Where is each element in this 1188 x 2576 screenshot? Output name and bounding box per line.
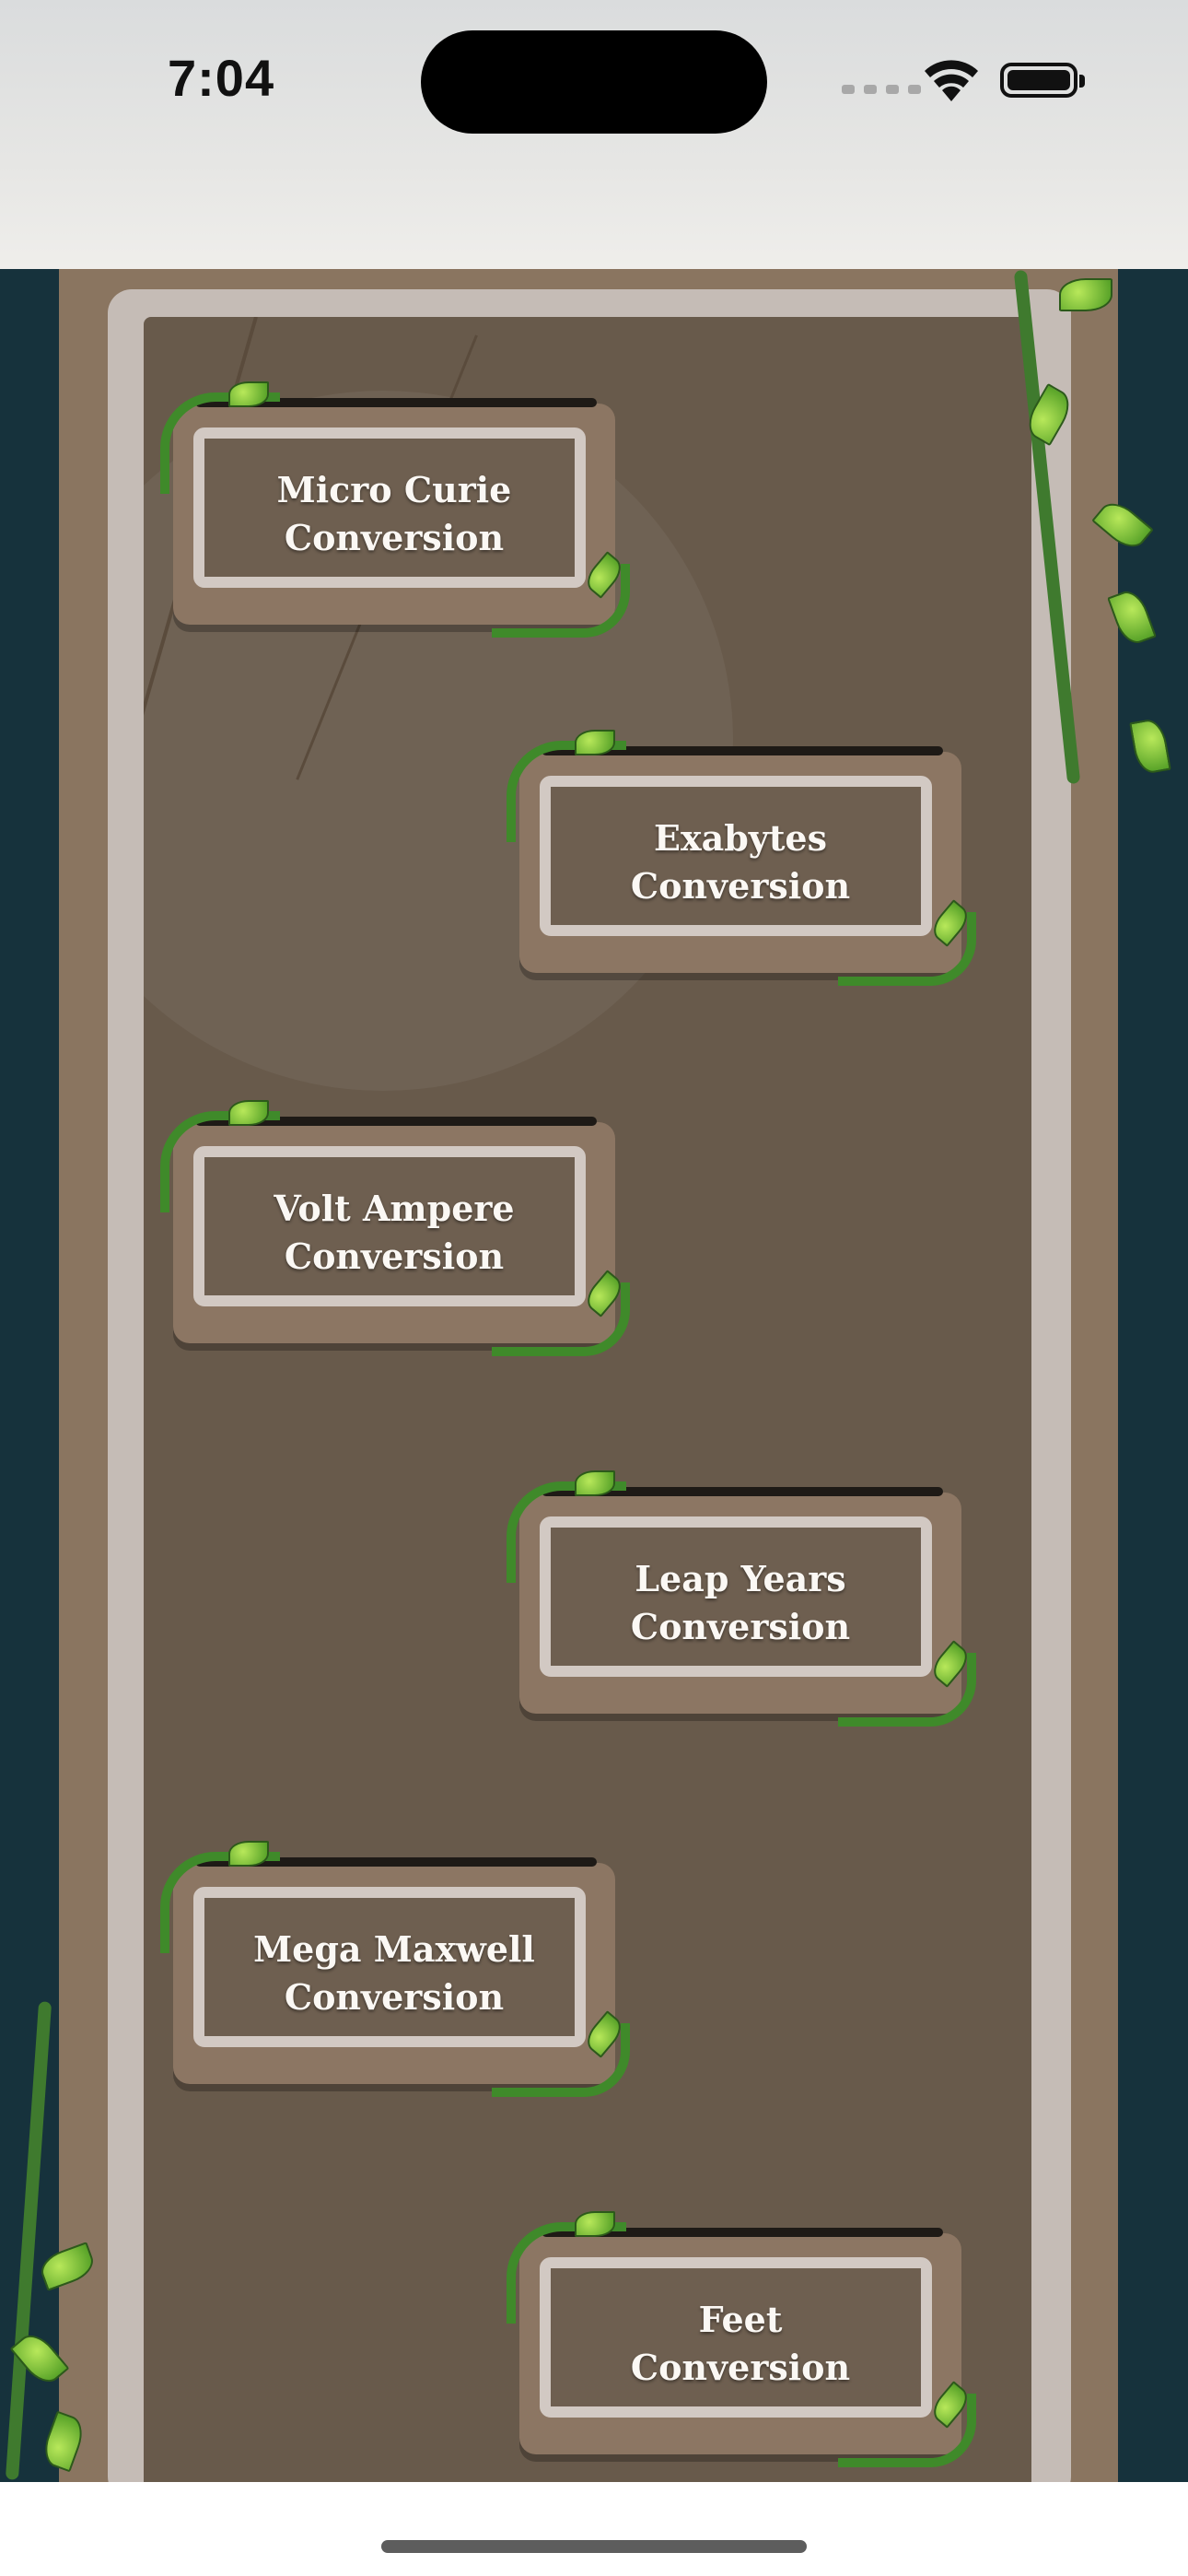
vine-decoration-left xyxy=(5,2001,52,2480)
leaf-icon xyxy=(228,1100,269,1126)
game-background: Micro Curie Conversion Exabytes Conversi… xyxy=(0,269,1188,2482)
leap-years-conversion-button[interactable]: Leap Years Conversion xyxy=(507,1470,976,1727)
vine-icon xyxy=(838,1653,976,1727)
vine-icon xyxy=(838,2394,976,2467)
vine-icon xyxy=(492,2023,630,2097)
home-indicator-area xyxy=(0,2482,1188,2576)
button-label: Exabytes Conversion xyxy=(630,817,851,907)
button-label: Feet Conversion xyxy=(630,2299,851,2388)
dynamic-island xyxy=(421,30,767,134)
leaf-icon xyxy=(1059,278,1112,311)
vine-icon xyxy=(507,2222,626,2324)
mega-maxwell-conversion-button[interactable]: Mega Maxwell Conversion xyxy=(160,1841,630,2097)
leaf-icon xyxy=(575,1470,615,1496)
button-label: Mega Maxwell Conversion xyxy=(253,1928,535,2018)
wifi-icon xyxy=(925,60,978,101)
stone-panel xyxy=(144,317,1031,2482)
feet-conversion-button[interactable]: Feet Conversion xyxy=(507,2211,976,2467)
vine-icon xyxy=(507,1481,626,1583)
status-time: 7:04 xyxy=(168,49,275,107)
vine-icon xyxy=(160,1111,280,1212)
exabytes-conversion-button[interactable]: Exabytes Conversion xyxy=(507,730,976,986)
button-label: Micro Curie Conversion xyxy=(276,469,512,558)
button-label: Leap Years Conversion xyxy=(630,1558,851,1647)
leaf-icon xyxy=(228,381,269,407)
leaf-icon xyxy=(575,2211,615,2237)
volt-ampere-conversion-button[interactable]: Volt Ampere Conversion xyxy=(160,1100,630,1356)
battery-icon xyxy=(1000,63,1085,98)
micro-curie-conversion-button[interactable]: Micro Curie Conversion xyxy=(160,381,630,638)
vine-icon xyxy=(492,1282,630,1356)
status-bar: 7:04 xyxy=(0,0,1188,269)
home-indicator[interactable] xyxy=(381,2540,807,2553)
vine-icon xyxy=(160,1852,280,1953)
vine-icon xyxy=(492,564,630,638)
leaf-icon xyxy=(1129,717,1171,776)
leaf-icon xyxy=(575,730,615,755)
leaf-icon xyxy=(228,1841,269,1867)
cellular-signal-icon xyxy=(842,85,921,94)
vine-icon xyxy=(838,912,976,986)
vine-icon xyxy=(507,741,626,842)
button-label: Volt Ampere Conversion xyxy=(274,1188,515,1277)
vine-icon xyxy=(160,392,280,494)
